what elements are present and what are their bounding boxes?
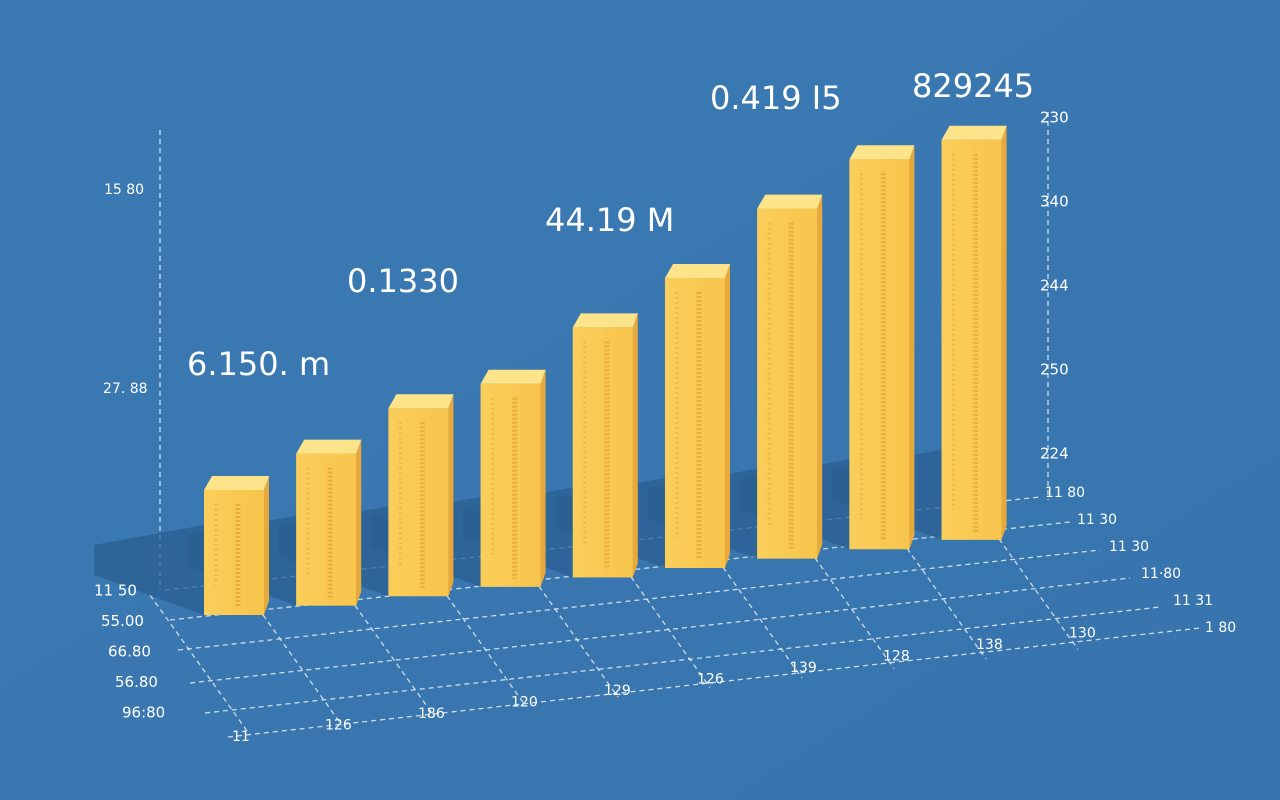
bar (665, 264, 730, 568)
left-axis-label: 15 80 (104, 182, 144, 198)
bar-shadow (94, 525, 204, 615)
bar-top (757, 194, 823, 209)
right-axis-label: 230 (1040, 109, 1069, 127)
bar-front-shade (388, 408, 449, 597)
depth-label: 11 30 (1109, 539, 1149, 555)
bar (941, 125, 1007, 540)
bar-top (849, 145, 915, 160)
left-axis-label: 27. 88 (103, 381, 148, 397)
bar-top (204, 476, 269, 490)
annotation: 44.19 M (545, 201, 674, 239)
front-label: 11 (232, 729, 250, 745)
bar-side (540, 369, 546, 587)
bar (757, 194, 823, 559)
bar-side (448, 394, 454, 597)
bar-front-shade (296, 453, 357, 606)
right-axis-label: 340 (1040, 193, 1069, 211)
front-label: 130 (1069, 626, 1096, 642)
bar (480, 369, 546, 587)
annotation: 829245 (912, 67, 1034, 105)
front-label: 139 (790, 660, 817, 676)
depth-label: 11 80 (1045, 485, 1085, 501)
labels: 6.150. m 0.1330 44.19 M 0.419 I5 829245 15 80… (94, 67, 1236, 745)
grid-line (189, 577, 1131, 684)
grid-line (149, 594, 251, 736)
bar-top (388, 394, 454, 409)
bar-side (909, 145, 915, 550)
right-axis-label: 250 (1040, 361, 1069, 379)
annotation: 0.1330 (347, 262, 459, 300)
front-label: 126 (697, 672, 724, 688)
front-label: 128 (883, 649, 910, 665)
bar-front-shade (941, 139, 1002, 540)
grid-line (204, 606, 1161, 714)
depth-label: 1 80 (1205, 620, 1236, 636)
bar-top (665, 264, 730, 278)
bar (388, 394, 454, 597)
bar-top (572, 313, 638, 328)
bar (572, 313, 638, 578)
grid-line (177, 549, 1101, 651)
bar-front-shade (849, 159, 910, 550)
front-label: 138 (976, 637, 1003, 653)
right-axis-label: 224 (1040, 445, 1069, 463)
grid-line (227, 627, 1201, 738)
depth-label: 55.00 (101, 612, 144, 630)
front-label: 186 (418, 706, 445, 722)
bar (849, 145, 915, 550)
annotation: 0.419 I5 (710, 79, 842, 117)
bar-side (1001, 125, 1007, 540)
annotation: 6.150. m (187, 345, 330, 383)
depth-label: 11 31 (1173, 593, 1213, 609)
bars (204, 125, 1007, 615)
bar-front-shade (572, 327, 633, 578)
bar-side (264, 476, 269, 615)
bar-top (941, 125, 1007, 140)
bar-side (725, 264, 730, 568)
depth-label: 11 30 (1077, 512, 1117, 528)
bar (296, 439, 362, 606)
bar-top (296, 439, 362, 454)
depth-label: 11 50 (94, 582, 137, 600)
depth-label: 11·80 (1141, 566, 1181, 582)
bar-front-shade (480, 383, 541, 587)
depth-label: 66.80 (108, 643, 151, 661)
bar-side (817, 194, 823, 559)
bar-side (632, 313, 638, 578)
depth-label: 96:80 (122, 704, 165, 722)
bar-front-shade (204, 490, 264, 615)
bar-front-shade (665, 278, 725, 568)
front-label: 126 (325, 718, 352, 734)
bar-side (356, 439, 362, 606)
bar-top (480, 369, 546, 384)
depth-label: 56.80 (115, 673, 158, 691)
front-label: 120 (511, 695, 538, 711)
bar (204, 476, 269, 615)
bar-front-shade (757, 208, 818, 559)
right-axis-label: 244 (1040, 277, 1069, 295)
front-label: 129 (604, 683, 631, 699)
